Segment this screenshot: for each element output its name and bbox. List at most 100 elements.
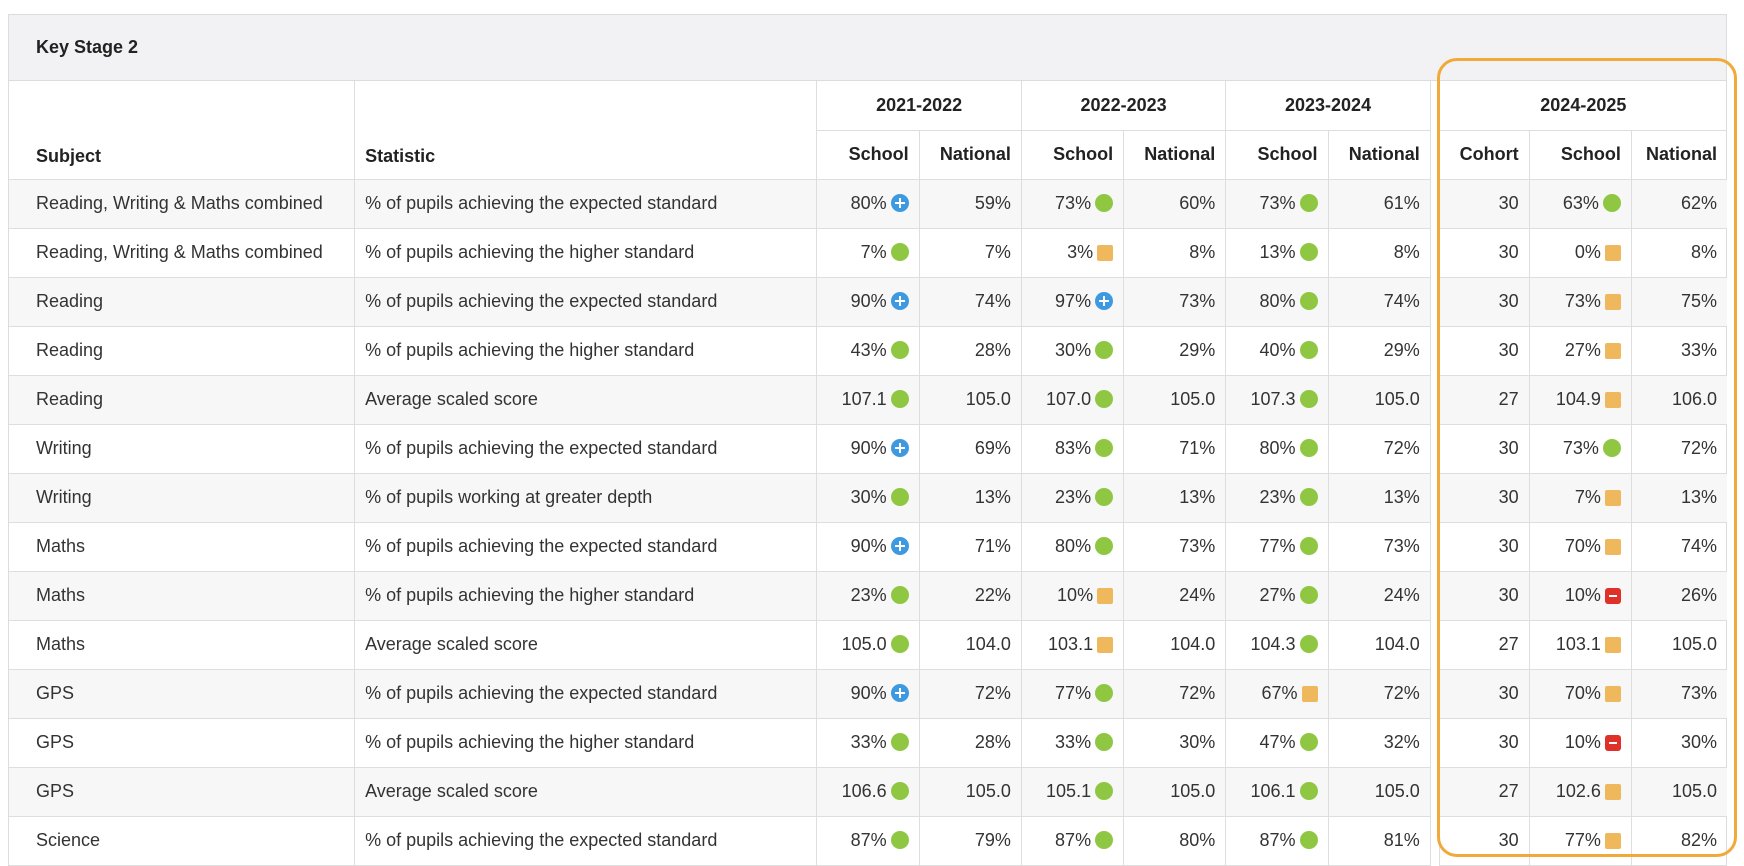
school-2024-2025-value: 70% [1564, 536, 1601, 556]
national-2021-2022: 22% [918, 570, 1022, 621]
subject-cell: GPS [9, 668, 356, 719]
plus-circle-icon [890, 194, 909, 212]
school-2022-2023-value: 30% [1055, 340, 1092, 360]
national-2024-2025-value: 106.0 [1671, 389, 1717, 409]
cohort-2024-2025: 30 [1438, 227, 1530, 278]
column-gap [1429, 767, 1440, 816]
national-2024-2025: 72% [1630, 423, 1727, 474]
plus-circle-icon [1095, 292, 1114, 310]
green-dot-icon [1095, 831, 1114, 849]
subject-cell: Maths [9, 619, 356, 670]
school-2022-2023: 3% [1020, 227, 1125, 278]
school-2024-2025-value: 77% [1564, 830, 1601, 850]
table-row: GPS Average scaled score 106.6 105.0 105.1 10… [9, 766, 1727, 817]
school-2023-2024: 67% [1225, 668, 1329, 719]
national-2022-2023-value: 30% [1179, 732, 1216, 752]
column-gap [1429, 620, 1440, 669]
national-2023-2024-value: 72% [1383, 683, 1420, 703]
table-row: GPS % of pupils achieving the higher stan… [9, 717, 1727, 768]
statistic-cell: % of pupils achieving the higher standar… [354, 325, 818, 376]
school-2022-2023-value: 77% [1055, 683, 1092, 703]
green-dot-icon [1095, 439, 1114, 457]
school-2021-2022-value: 90% [850, 536, 887, 556]
school-2021-2022: 90% [816, 423, 920, 474]
school-2023-2024-value: 80% [1259, 438, 1296, 458]
header-national: National [1123, 129, 1227, 180]
cohort-2024-2025: 27 [1438, 374, 1530, 425]
school-2023-2024: 13% [1225, 227, 1329, 278]
national-2022-2023: 29% [1123, 325, 1227, 376]
amber-square-icon [1604, 490, 1621, 506]
national-2021-2022: 79% [918, 815, 1022, 866]
green-dot-icon [890, 341, 909, 359]
school-2022-2023: 80% [1020, 521, 1125, 572]
school-2023-2024-value: 27% [1259, 585, 1296, 605]
school-2021-2022-value: 90% [850, 291, 887, 311]
subject-cell-value: Maths [36, 585, 86, 605]
table-row: Writing % of pupils working at greater de… [9, 472, 1727, 523]
school-2021-2022: 90% [816, 668, 920, 719]
cohort-2024-2025: 30 [1438, 570, 1530, 621]
cohort-2024-2025-value: 27 [1498, 781, 1519, 801]
key-stage-panel: Key Stage 2 Subject Statistic 2021-2022 … [8, 14, 1727, 866]
cohort-2024-2025-value: 30 [1498, 683, 1519, 703]
national-2024-2025: 105.0 [1630, 619, 1727, 670]
school-2023-2024: 23% [1225, 472, 1329, 523]
green-dot-icon [1299, 635, 1318, 653]
national-2023-2024-value: 29% [1383, 340, 1420, 360]
school-2021-2022: 30% [816, 472, 920, 523]
school-2022-2023-value: 83% [1055, 438, 1092, 458]
amber-square-icon [1604, 784, 1621, 800]
amber-square-icon [1604, 686, 1621, 702]
national-2022-2023: 72% [1123, 668, 1227, 719]
school-2021-2022-value: 90% [850, 683, 887, 703]
national-2021-2022: 105.0 [918, 374, 1022, 425]
school-2022-2023: 33% [1020, 717, 1125, 768]
cohort-2024-2025-value: 30 [1498, 585, 1519, 605]
national-2023-2024: 8% [1327, 227, 1431, 278]
school-2022-2023-value: 107.0 [1046, 389, 1092, 409]
school-2023-2024: 80% [1225, 276, 1329, 327]
subject-cell-value: Writing [36, 438, 92, 458]
school-2022-2023: 77% [1020, 668, 1125, 719]
amber-square-icon [1097, 245, 1114, 261]
school-2024-2025: 27% [1528, 325, 1632, 376]
cohort-2024-2025-value: 30 [1498, 242, 1519, 262]
green-dot-icon [1299, 341, 1318, 359]
green-dot-icon [1095, 782, 1114, 800]
column-gap [1429, 522, 1440, 571]
school-2024-2025: 103.1 [1528, 619, 1632, 670]
national-2023-2024-value: 105.0 [1374, 781, 1420, 801]
school-2021-2022: 7% [816, 227, 920, 278]
minus-square-icon [1604, 588, 1621, 604]
statistic-cell-value: % of pupils achieving the expected stand… [365, 536, 718, 556]
national-2024-2025: 106.0 [1630, 374, 1727, 425]
column-gap [1429, 81, 1440, 179]
cohort-2024-2025: 30 [1438, 325, 1530, 376]
school-2023-2024: 106.1 [1225, 766, 1329, 817]
subject-cell-value: GPS [36, 732, 75, 752]
school-2023-2024: 47% [1225, 717, 1329, 768]
statistic-cell-value: % of pupils achieving the higher standar… [365, 340, 695, 360]
school-2022-2023: 97% [1020, 276, 1125, 327]
national-2024-2025-value: 8% [1690, 242, 1717, 262]
green-dot-icon [1095, 194, 1114, 212]
green-dot-icon [1602, 194, 1621, 212]
national-2023-2024: 105.0 [1327, 374, 1431, 425]
national-2022-2023-value: 29% [1179, 340, 1216, 360]
cohort-2024-2025: 30 [1438, 668, 1530, 719]
header-school: School [816, 129, 920, 180]
statistic-cell-value: % of pupils achieving the expected stand… [365, 193, 718, 213]
green-dot-icon [1095, 488, 1114, 506]
statistic-cell: % of pupils achieving the expected stand… [354, 815, 818, 866]
school-2021-2022-value: 106.6 [841, 781, 887, 801]
national-2023-2024: 73% [1327, 521, 1431, 572]
national-2024-2025: 33% [1630, 325, 1727, 376]
statistic-cell: % of pupils achieving the expected stand… [354, 668, 818, 719]
column-gap [1429, 228, 1440, 277]
cohort-2024-2025-value: 30 [1498, 438, 1519, 458]
amber-square-icon [1097, 637, 1114, 653]
school-2024-2025: 10% [1528, 570, 1632, 621]
table-row: Reading Average scaled score 107.1 105.0 107… [9, 374, 1727, 425]
national-2022-2023: 73% [1123, 521, 1227, 572]
